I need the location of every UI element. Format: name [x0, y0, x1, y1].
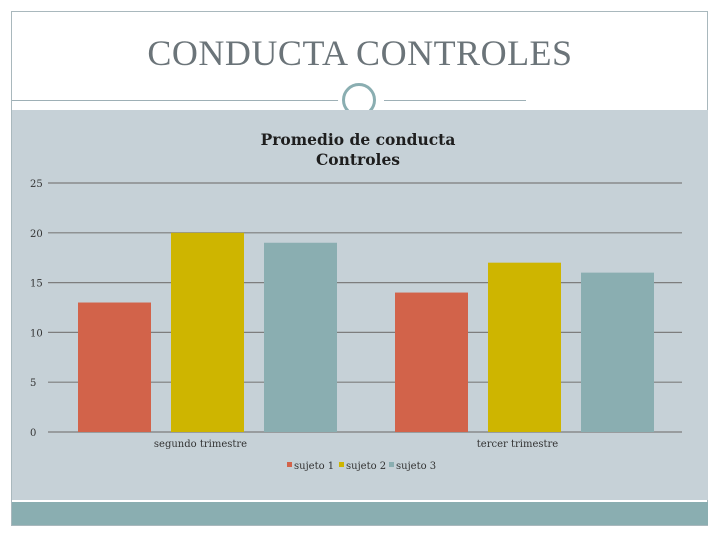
chart-title-line-2: Controles: [316, 150, 400, 169]
y-tick-label: 15: [30, 279, 43, 290]
title-divider-right: [384, 100, 526, 101]
bar-sujeto-2-0: [171, 232, 244, 432]
y-tick-label: 10: [30, 328, 43, 339]
bar-sujeto-1-0: [78, 302, 151, 432]
bar-sujeto-2-1: [488, 262, 561, 432]
legend-label: sujeto 1: [294, 461, 334, 472]
x-category-label: tercer trimestre: [477, 439, 559, 450]
y-tick-label: 25: [30, 179, 43, 190]
chart-title-line-1: Promedio de conducta: [261, 130, 456, 149]
bar-sujeto-3-0: [264, 242, 337, 432]
legend-swatch: [287, 462, 292, 467]
y-tick-label: 5: [30, 378, 36, 389]
legend-swatch: [389, 462, 394, 467]
bar-sujeto-1-1: [395, 292, 468, 432]
y-tick-label: 0: [30, 428, 36, 439]
legend-swatch: [339, 462, 344, 467]
legend-label: sujeto 3: [396, 461, 436, 472]
y-tick-label: 20: [30, 229, 43, 240]
legend-label: sujeto 2: [346, 461, 386, 472]
footer-bar: [12, 502, 708, 525]
title-divider-left: [12, 100, 342, 101]
slide-title: CONDUCTA CONTROLES: [147, 33, 573, 73]
x-category-label: segundo trimestre: [154, 439, 247, 450]
bar-sujeto-3-1: [581, 272, 654, 432]
